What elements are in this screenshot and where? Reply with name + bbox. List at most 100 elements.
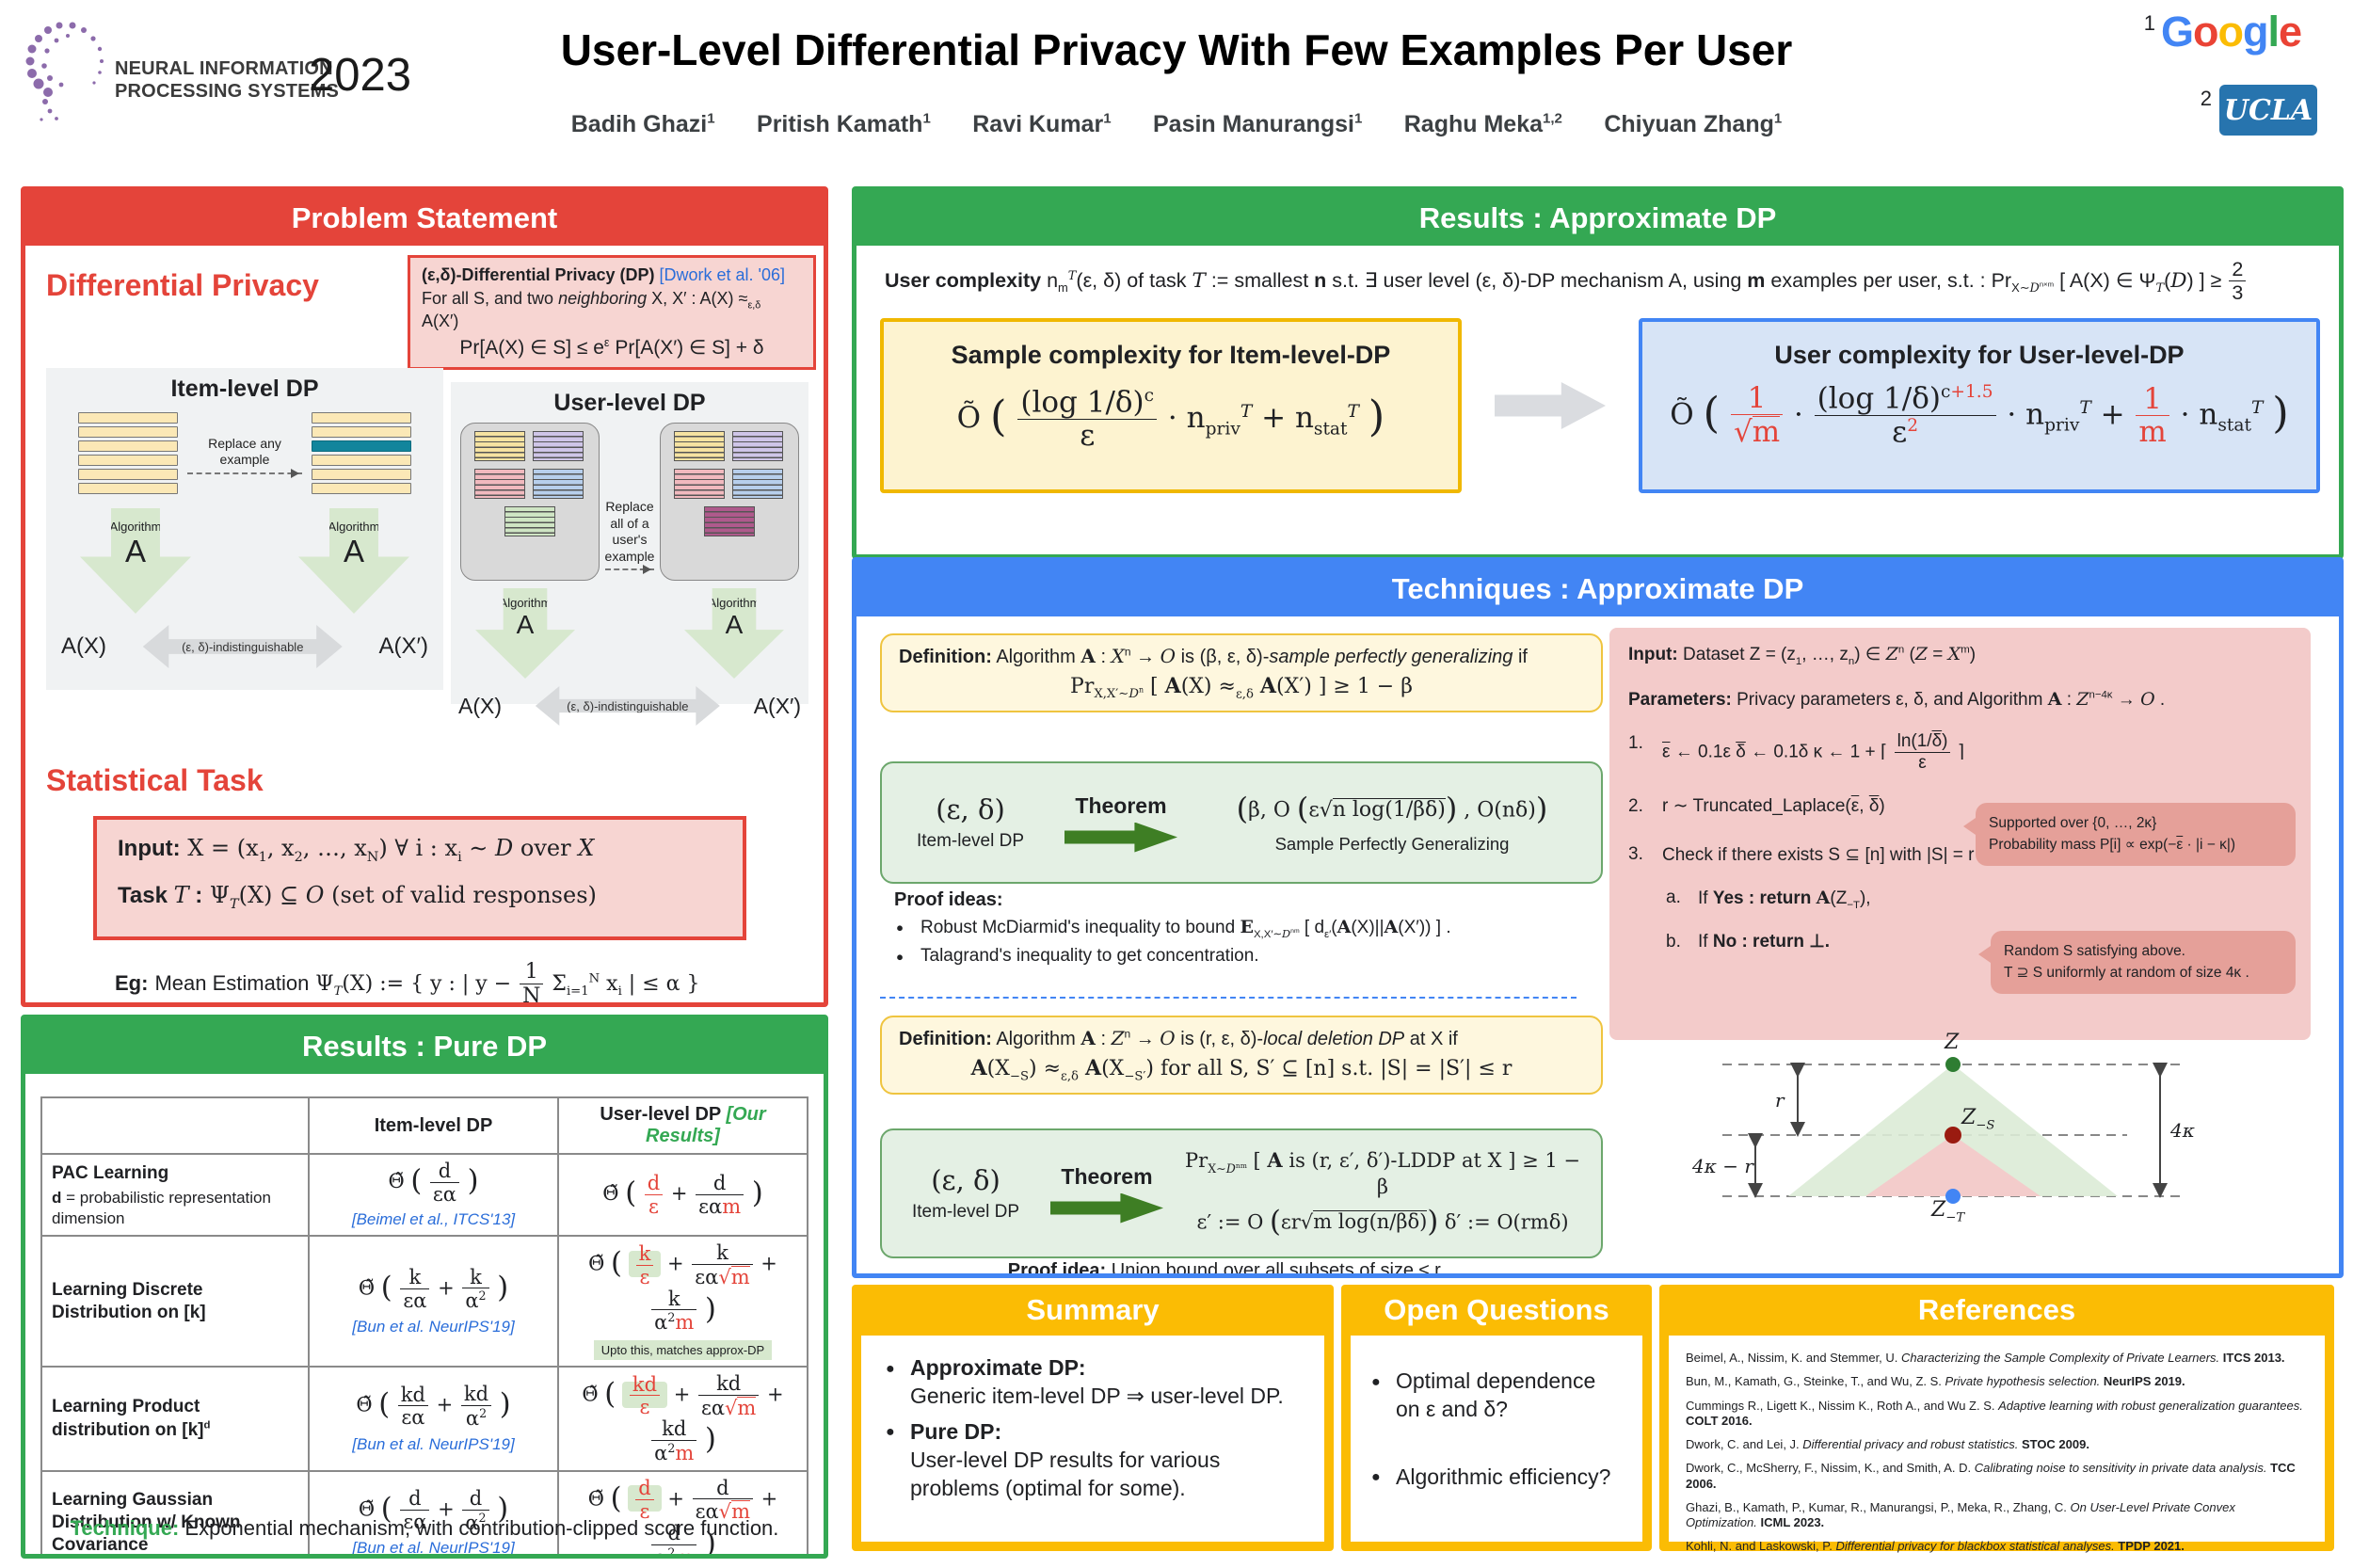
item-level-dp-diagram: Item-level DP Replace any example Algori… [46,368,443,690]
reference-item: Kohli, N. and Laskowski, P. Differential… [1686,1539,2185,1554]
stat-task-line: Task T : ΨT(X) ⊆ O (set of valid respons… [118,881,597,912]
summary-approx-dp-text: Generic item-level DP ⇒ user-level DP. [910,1383,1284,1408]
authors-row: Badih Ghazi1 Pritish Kamath1 Ravi Kumar1… [0,111,2353,138]
section-divider [880,997,1577,999]
author-name: Pasin Manurangsi1 [1153,111,1363,138]
implication-arrow [1495,382,1606,429]
reference-item: Cummings R., Ligett K., Nissim K., Roth … [1686,1398,2303,1428]
theorem-arrow [1064,822,1177,853]
algo-input-line: Input: Dataset Z = (z1, …, zn) ∈ Zn (Z =… [1628,644,1977,667]
techniques-title: Techniques : Approximate DP [856,562,2339,616]
summary-approx-dp-title: Approximate DP: [884,1354,1302,1383]
open-question-item: Optimal dependence on ε and δ? [1369,1368,1624,1424]
neurips-logo-block: NEURAL INFORMATION PROCESSING SYSTEMS 20… [19,9,424,169]
replace-any-example-label: Replace any example [208,435,281,468]
replaced-example-row [312,440,411,452]
theorem-2-left: (ε, δ) [931,1164,1000,1196]
reference-item: Dwork, C. and Lei, J. Differential priva… [1686,1437,2089,1451]
user-box-title: User complexity for User-level-DP [1774,341,2185,369]
dataset-stack [78,412,178,497]
col-task [40,1096,310,1155]
output-axp-label: A(X′) [753,693,801,718]
summary-pure-dp-title: Pure DP: [884,1418,1302,1447]
techniques-panel: Techniques : Approximate DP Definition: … [852,557,2344,1278]
user-dataset-box-modified [660,423,799,581]
item-box-formula: Õ ( (log 1/δ)c ε · nprivT + nstatT ) [956,385,1385,453]
mean-estimation-example: Eg: Mean Estimation ΨT(X) := { y : | y −… [115,960,700,1007]
theorem-2-right-line1: PrX∼Dnm [ A is (r, ε′, δ′)-LDDP at X ] ≥… [1185,1148,1580,1198]
references-title: References [1917,1293,2076,1326]
results-approx-dp-panel: Results : Approximate DP User complexity… [852,186,2344,559]
algorithm-arrow: Algorithm A [298,508,409,614]
results-pure-dp-panel: Results : Pure DP Item-level DP User-lev… [21,1015,828,1559]
theorem-1-left-sub: Item-level DP [916,831,1025,851]
dp-def-title: (ε,δ)-Differential Privacy (DP) [422,265,655,284]
theorem-label: Theorem [1075,792,1167,818]
algo-step-2: 2. r ∼ Truncated_Laplace(ε, δ) [1628,796,1885,817]
algorithm-arrow: Algorithm A [684,588,784,679]
summary-title: Summary [1026,1293,1160,1326]
problem-statement-title: Problem Statement [25,191,824,246]
replace-user-example-label: Replace all of a user's example [604,499,655,564]
algo-step-1: 1. ε ← 0.1ε δ ← 0.1δ κ ← 1 + ⌈ ln(1/δ) ε … [1628,731,1965,773]
theorem-2-right-line2: ε′ := O (εr√m log(n/βδ)) δ′ := O(rmδ) [1196,1205,1569,1239]
open-questions-panel: Open Questions Optimal dependence on ε a… [1341,1285,1652,1551]
affiliation-2-marker: 2 [2200,87,2212,110]
table-row: Learning Gaussian Distribution w/ Known … [40,1469,808,1554]
author-name: Ravi Kumar1 [972,111,1112,138]
author-name: Chiyuan Zhang1 [1604,111,1783,138]
local-deletion-definition-box: Definition: Algorithm A : Zn → O is (r, … [880,1016,1603,1096]
references-panel: References Beimel, A., Nissim, K. and St… [1659,1285,2334,1553]
table-row: Learning Discrete Distribution on [k] Θ̃… [40,1235,808,1368]
theorem-2-left-sub: Item-level DP [911,1202,1020,1222]
author-name: Raghu Meka1,2 [1403,111,1562,138]
matches-approx-dp-note: Upto this, matches approx-DP [593,1340,773,1361]
user-level-dp-title: User-level DP [553,390,706,416]
statistical-task-box: Input: X = (x1, x2, …, xN) ∀ i : xi ∼ D … [93,816,746,940]
col-item-level: Item-level DP [308,1096,559,1155]
z-minus-t-label: Z−T [1931,1198,1965,1225]
dp-definition-box: (ε,δ)-Differential Privacy (DP) [Dwork e… [408,255,816,370]
replace-arrow [604,565,655,574]
dataset-stack-modified [312,412,411,497]
summary-panel: Summary Approximate DP: Generic item-lev… [852,1285,1334,1551]
algorithm-arrow: Algorithm A [80,508,191,614]
theorem-2-box: (ε, δ) Item-level DP Theorem PrX∼Dnm [ A… [880,1128,1603,1258]
theorem-1-box: (ε, δ) Item-level DP Theorem (β, O (ε√n … [880,761,1603,884]
z-minus-s-label: Z−S [1961,1106,1995,1133]
item-level-sample-complexity-box: Sample complexity for Item-level-DP Õ ( … [880,318,1462,493]
z-minus-s-point [1945,1127,1961,1144]
open-questions-body: Optimal dependence on ε and δ? Algorithm… [1351,1336,1642,1542]
z-minus-t-point [1945,1189,1961,1204]
theorem-1-right: (β, O (ε√n log(1/βδ)) , O(nδ)) [1236,791,1548,826]
table-row: Learning Product distribution on [k]d Θ̃… [40,1366,808,1472]
deletion-diagram: Z Z−S Z−T r 4κ − r 4κ [1685,1031,2212,1224]
theorem-1-left: (ε, δ) [936,793,1005,825]
replaced-user-example [704,506,756,536]
dp-def-cite: [Dwork et al. '06] [659,265,786,284]
algo-step-3a: a. If Yes : return A(Z−T), [1666,887,1871,911]
proof-ideas-block: Proof ideas: Robust McDiarmid's inequali… [894,889,1581,967]
reference-item: Beimel, A., Nissim, K. and Stemmer, U. C… [1686,1351,2285,1365]
user-level-complexity-box: User complexity for User-level-DP Õ ( 1 √… [1639,318,2320,493]
statistical-task-heading: Statistical Task [46,763,264,797]
open-question-item: Algorithmic efficiency? [1369,1464,1624,1492]
stat-input-line: Input: X = (x1, x2, …, xN) ∀ i : xi ∼ D … [118,835,595,865]
sample-generalizing-definition-box: Definition: Algorithm A : Xn → O is (β, … [880,633,1603,713]
page-title: User-Level Differential Privacy With Few… [560,25,1793,74]
author-name: Badih Ghazi1 [570,111,715,138]
reference-item: Dwork, C., McSherry, F., Nissim, K., and… [1686,1461,2296,1491]
r-distance-label: r [1775,1089,1785,1112]
problem-statement-panel: Problem Statement Differential Privacy (… [21,186,828,1007]
proof-idea-bullet: Talagrand's inequality to get concentrat… [894,946,1581,967]
item-box-title: Sample complexity for Item-level-DP [951,341,1391,369]
algorithm-box: Input: Dataset Z = (z1, …, zn) ∈ Zn (Z =… [1609,628,2311,1040]
algorithm-arrow: Algorithm A [475,588,575,679]
references-body: Beimel, A., Nissim, K. and Stemmer, U. C… [1669,1336,2325,1553]
summary-body: Approximate DP: Generic item-level DP ⇒ … [861,1336,1324,1542]
definition-2-formula: A(X−S) ≈ε,δ A(X−S′) for all S, S′ ⊆ [n] … [970,1056,1513,1084]
results-pure-dp-title: Results : Pure DP [25,1019,824,1074]
algo-params-line: Parameters: Privacy parameters ε, δ, and… [1628,688,2166,710]
user-dataset-box [460,423,600,581]
